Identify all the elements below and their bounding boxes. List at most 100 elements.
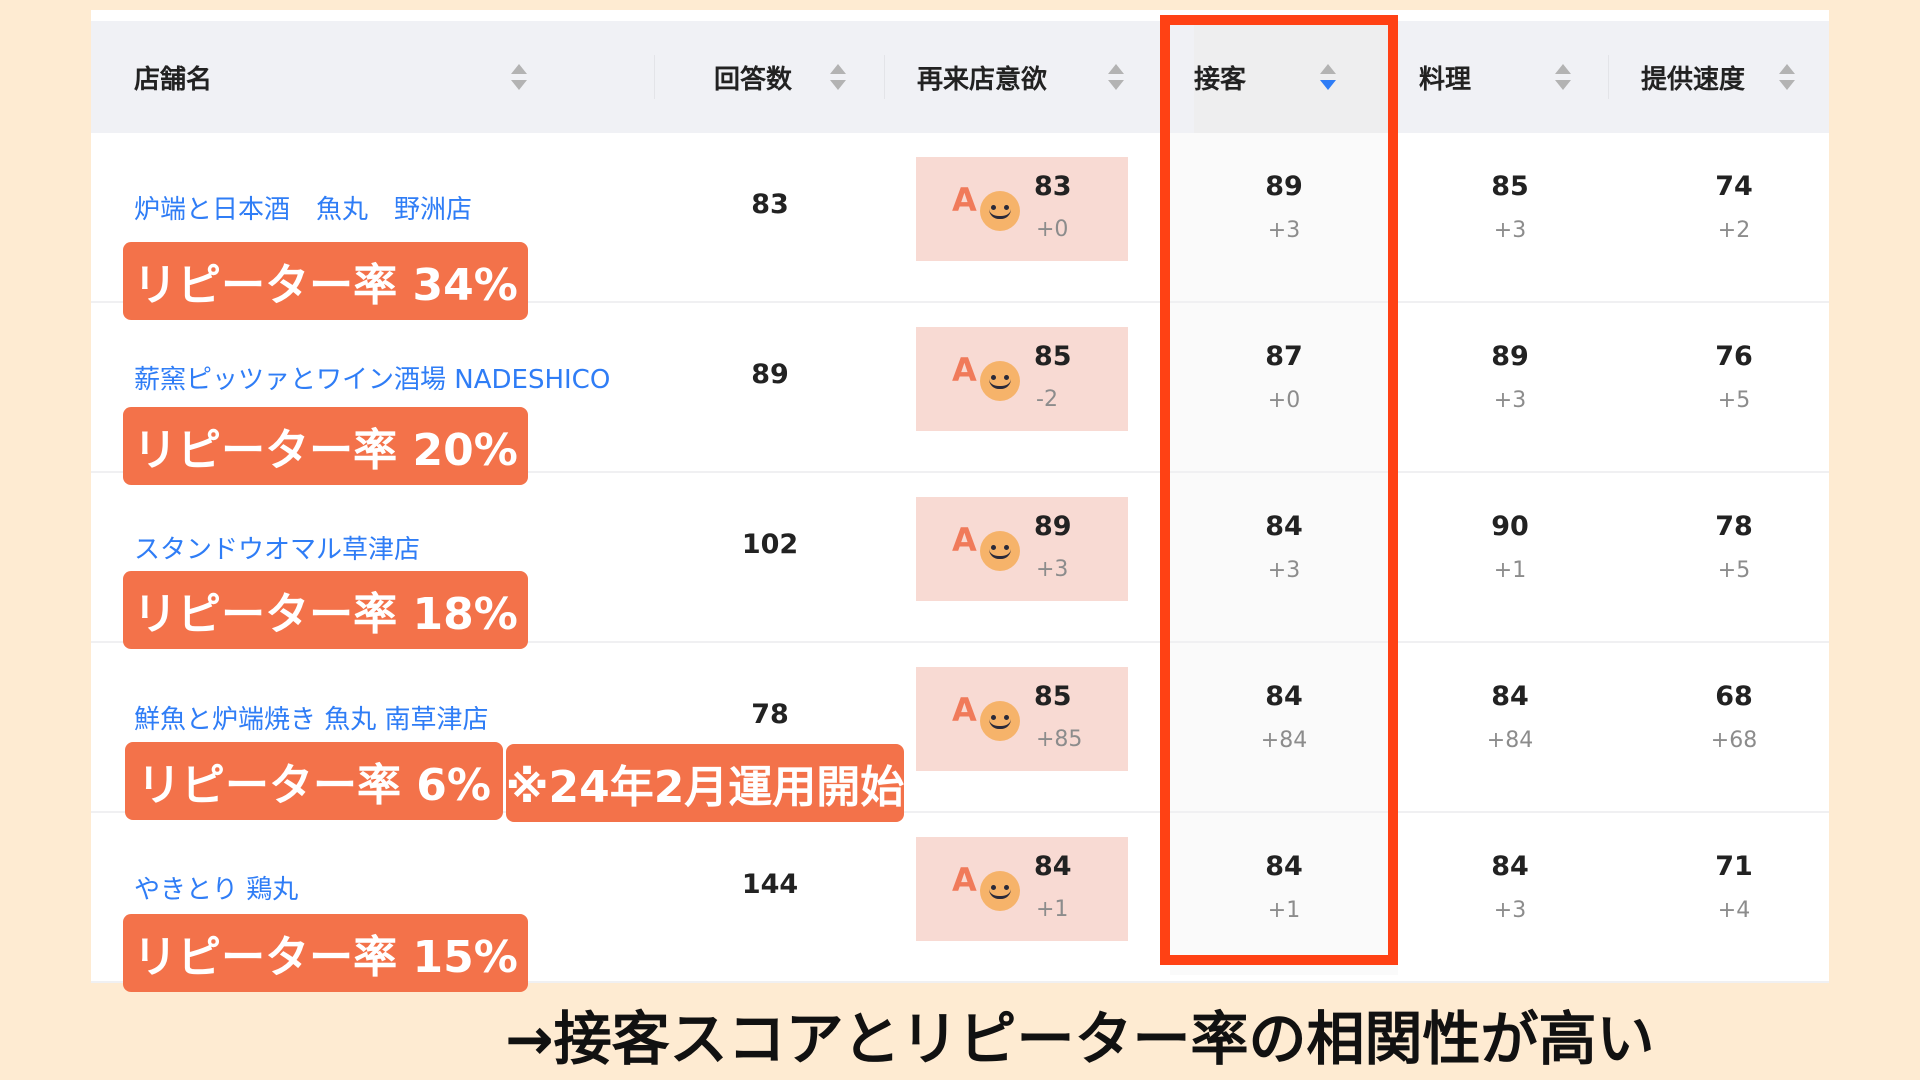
food-diff: +84 xyxy=(1486,728,1534,753)
food-score: 90 xyxy=(1491,511,1529,542)
revisit-diff: +0 xyxy=(1036,217,1069,242)
speed-score: 74 xyxy=(1715,171,1753,202)
food-diff: +3 xyxy=(1493,898,1527,923)
neutral-smiley-icon xyxy=(980,361,1020,401)
repeater-rate-badge: リピーター率 6% xyxy=(125,742,503,820)
column-header-label: 回答数 xyxy=(714,64,793,95)
column-header-label: 接客 xyxy=(1194,64,1247,95)
column-header-food[interactable]: 料理 xyxy=(1419,21,1599,133)
response-count: 78 xyxy=(751,699,789,730)
service-score-cell: 84 +3 xyxy=(1170,511,1398,583)
service-score-cell: 84 +1 xyxy=(1170,851,1398,923)
store-name-link[interactable]: 薪窯ピッツァとワイン酒場 NADESHICO xyxy=(134,365,611,395)
neutral-smiley-icon xyxy=(980,871,1020,911)
speed-score: 68 xyxy=(1715,681,1753,712)
revisit-intent-cell: A 85 -2 xyxy=(916,327,1128,431)
revisit-diff: +1 xyxy=(1036,897,1069,922)
table-header: 店舗名 回答数 再来店意欲 接客 料理 提供速度 xyxy=(91,21,1829,133)
service-score: 87 xyxy=(1265,341,1303,372)
speed-diff: +68 xyxy=(1710,728,1758,753)
food-score: 85 xyxy=(1491,171,1529,202)
neutral-smiley-icon xyxy=(980,531,1020,571)
revisit-score: 83 xyxy=(1034,171,1072,202)
column-divider xyxy=(654,55,655,99)
service-diff: +3 xyxy=(1267,218,1301,243)
table-row: スタンドウオマル草津店 102 A 89 +3 84 +3 90 +1 78 +… xyxy=(91,473,1829,643)
speed-score-cell: 68 +68 xyxy=(1622,681,1846,753)
service-diff: +84 xyxy=(1260,728,1308,753)
revisit-intent-cell: A 83 +0 xyxy=(916,157,1128,261)
food-score: 89 xyxy=(1491,341,1529,372)
column-header-serving-speed[interactable]: 提供速度 xyxy=(1641,21,1821,133)
column-header-label: 店舗名 xyxy=(134,64,213,95)
column-header-responses[interactable]: 回答数 xyxy=(714,21,874,133)
service-score: 84 xyxy=(1265,681,1303,712)
response-count: 89 xyxy=(751,359,789,390)
grade-label: A xyxy=(952,861,977,899)
table-row: 鮮魚と炉端焼き 魚丸 南草津店 78 A 85 +85 84 +84 84 +8… xyxy=(91,643,1829,813)
conclusion-caption: →接客スコアとリピーター率の相関性が高い xyxy=(505,1005,1655,1073)
revisit-intent-cell: A 85 +85 xyxy=(916,667,1128,771)
response-count: 102 xyxy=(741,529,799,560)
speed-diff: +5 xyxy=(1717,388,1751,413)
speed-diff: +2 xyxy=(1717,218,1751,243)
revisit-score: 85 xyxy=(1034,341,1072,372)
revisit-score: 85 xyxy=(1034,681,1072,712)
column-header-label: 再来店意欲 xyxy=(917,64,1048,95)
grade-label: A xyxy=(952,521,977,559)
column-header-label: 料理 xyxy=(1419,64,1472,95)
food-score-cell: 85 +3 xyxy=(1398,171,1622,243)
revisit-intent-cell: A 89 +3 xyxy=(916,497,1128,601)
revisit-diff: -2 xyxy=(1036,387,1058,412)
grade-label: A xyxy=(952,691,977,729)
store-name-link[interactable]: 炉端と日本酒 魚丸 野洲店 xyxy=(134,195,473,225)
sort-icon[interactable] xyxy=(1779,63,1795,91)
service-diff: +1 xyxy=(1267,898,1301,923)
response-count: 144 xyxy=(741,869,799,900)
sort-icon[interactable] xyxy=(1108,63,1124,91)
food-diff: +1 xyxy=(1493,558,1527,583)
service-score-cell: 89 +3 xyxy=(1170,171,1398,243)
sort-icon[interactable] xyxy=(830,63,846,91)
revisit-score: 84 xyxy=(1034,851,1072,882)
speed-score-cell: 78 +5 xyxy=(1622,511,1846,583)
revisit-score: 89 xyxy=(1034,511,1072,542)
food-diff: +3 xyxy=(1493,388,1527,413)
speed-score-cell: 76 +5 xyxy=(1622,341,1846,413)
food-score-cell: 84 +84 xyxy=(1398,681,1622,753)
neutral-smiley-icon xyxy=(980,191,1020,231)
speed-diff: +4 xyxy=(1717,898,1751,923)
column-header-service[interactable]: 接客 xyxy=(1194,21,1394,133)
revisit-diff: +85 xyxy=(1036,727,1083,752)
table-row: 薪窯ピッツァとワイン酒場 NADESHICO 89 A 85 -2 87 +0 … xyxy=(91,303,1829,473)
store-score-table: 店舗名 回答数 再来店意欲 接客 料理 提供速度 炉端と日本酒 魚丸 xyxy=(91,10,1829,983)
service-score: 89 xyxy=(1265,171,1303,202)
repeater-rate-badge: リピーター率 20% xyxy=(123,407,528,485)
sort-icon[interactable] xyxy=(1555,63,1571,91)
sort-icon[interactable] xyxy=(511,63,527,91)
service-score: 84 xyxy=(1265,851,1303,882)
operation-start-note-badge: ※24年2月運用開始 xyxy=(506,744,904,822)
store-name-link[interactable]: スタンドウオマル草津店 xyxy=(134,535,421,565)
speed-score-cell: 71 +4 xyxy=(1622,851,1846,923)
sort-descending-icon[interactable] xyxy=(1320,63,1336,91)
grade-label: A xyxy=(952,351,977,389)
service-diff: +3 xyxy=(1267,558,1301,583)
speed-score: 71 xyxy=(1715,851,1753,882)
food-score: 84 xyxy=(1491,681,1529,712)
column-divider xyxy=(1608,55,1609,99)
column-divider xyxy=(884,55,885,99)
service-score-cell: 84 +84 xyxy=(1170,681,1398,753)
service-score: 84 xyxy=(1265,511,1303,542)
column-header-revisit-intent[interactable]: 再来店意欲 xyxy=(917,21,1157,133)
sorted-column-background xyxy=(1170,133,1398,975)
speed-diff: +5 xyxy=(1717,558,1751,583)
column-header-store-name[interactable]: 店舗名 xyxy=(134,21,534,133)
column-header-label: 提供速度 xyxy=(1641,64,1746,95)
neutral-smiley-icon xyxy=(980,701,1020,741)
store-name-link[interactable]: 鮮魚と炉端焼き 魚丸 南草津店 xyxy=(134,705,489,735)
store-name-link[interactable]: やきとり 鶏丸 xyxy=(134,875,299,905)
speed-score-cell: 74 +2 xyxy=(1622,171,1846,243)
table-row: 炉端と日本酒 魚丸 野洲店 83 A 83 +0 89 +3 85 +3 74 … xyxy=(91,133,1829,303)
revisit-intent-cell: A 84 +1 xyxy=(916,837,1128,941)
